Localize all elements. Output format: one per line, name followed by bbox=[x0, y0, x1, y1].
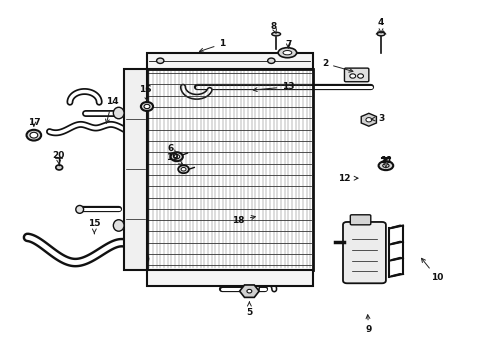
Ellipse shape bbox=[56, 165, 62, 170]
Ellipse shape bbox=[178, 165, 188, 173]
Ellipse shape bbox=[357, 74, 363, 78]
Ellipse shape bbox=[141, 102, 153, 111]
Ellipse shape bbox=[283, 50, 291, 55]
Ellipse shape bbox=[170, 152, 183, 161]
Text: 6: 6 bbox=[167, 144, 176, 155]
Text: 8: 8 bbox=[270, 22, 276, 34]
Bar bbox=[147, 53, 312, 69]
Bar bbox=[147, 270, 312, 286]
Text: 16: 16 bbox=[139, 85, 151, 101]
Ellipse shape bbox=[156, 58, 163, 63]
Text: 7: 7 bbox=[285, 40, 291, 49]
Ellipse shape bbox=[246, 289, 251, 293]
Text: 4: 4 bbox=[377, 18, 384, 33]
FancyBboxPatch shape bbox=[344, 68, 368, 82]
Ellipse shape bbox=[76, 206, 83, 213]
Bar bbox=[123, 69, 147, 270]
FancyBboxPatch shape bbox=[342, 222, 385, 283]
Text: 9: 9 bbox=[365, 315, 371, 334]
Text: 3: 3 bbox=[370, 114, 384, 123]
Ellipse shape bbox=[144, 104, 150, 109]
Ellipse shape bbox=[173, 154, 179, 159]
FancyBboxPatch shape bbox=[349, 215, 370, 225]
Text: 10: 10 bbox=[421, 258, 442, 282]
Text: 18: 18 bbox=[232, 216, 255, 225]
Ellipse shape bbox=[267, 58, 274, 63]
Text: 12: 12 bbox=[338, 174, 357, 183]
Ellipse shape bbox=[113, 107, 124, 119]
Ellipse shape bbox=[278, 48, 296, 58]
Ellipse shape bbox=[113, 220, 124, 231]
Ellipse shape bbox=[376, 32, 384, 36]
Ellipse shape bbox=[382, 164, 388, 167]
Ellipse shape bbox=[378, 161, 392, 170]
Text: 19: 19 bbox=[166, 153, 182, 165]
Text: 1: 1 bbox=[199, 39, 225, 52]
Text: 13: 13 bbox=[253, 82, 294, 91]
Text: 5: 5 bbox=[246, 302, 252, 317]
Ellipse shape bbox=[181, 167, 185, 171]
Text: 11: 11 bbox=[379, 156, 391, 168]
Text: 17: 17 bbox=[27, 118, 40, 127]
Bar bbox=[147, 69, 312, 270]
Text: 15: 15 bbox=[88, 219, 101, 234]
Ellipse shape bbox=[349, 74, 355, 78]
Text: 14: 14 bbox=[105, 97, 118, 123]
Ellipse shape bbox=[30, 132, 38, 138]
Text: 20: 20 bbox=[52, 151, 64, 164]
Ellipse shape bbox=[271, 32, 280, 36]
Text: 2: 2 bbox=[321, 59, 352, 72]
Ellipse shape bbox=[365, 118, 371, 122]
Ellipse shape bbox=[26, 130, 41, 140]
